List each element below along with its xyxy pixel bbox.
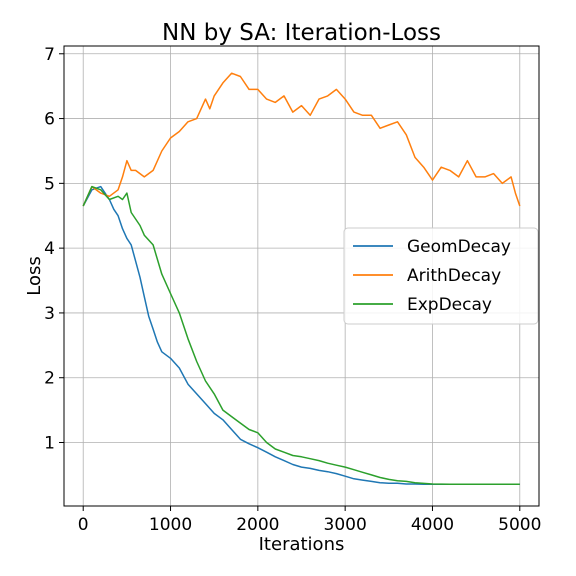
x-tick-label: 4000 bbox=[411, 515, 454, 535]
series-line-geomdecay bbox=[82, 185, 520, 486]
axis-ticks: 0 1000 2000 3000 4000 5000 1 2 3 4 5 6 7 bbox=[44, 45, 541, 535]
x-tick-label: 5000 bbox=[498, 515, 541, 535]
legend-entry: GeomDecay bbox=[407, 237, 511, 257]
chart-title: NN by SA: Iteration-Loss bbox=[162, 20, 441, 46]
series-line-arithdecay bbox=[82, 72, 521, 207]
y-tick-label: 4 bbox=[44, 239, 55, 259]
y-tick-label: 6 bbox=[44, 110, 55, 130]
plot-frame bbox=[63, 45, 540, 507]
legend-entry: ArithDecay bbox=[407, 266, 501, 286]
series-line-expdecay bbox=[82, 185, 520, 486]
y-tick-label: 1 bbox=[44, 434, 55, 454]
x-tick-label: 1000 bbox=[149, 515, 192, 535]
y-tick-label: 7 bbox=[44, 45, 55, 65]
legend-box bbox=[343, 227, 539, 325]
y-tick-label: 3 bbox=[44, 304, 55, 324]
y-tick-label: 5 bbox=[44, 174, 55, 194]
x-tick-label: 3000 bbox=[324, 515, 367, 535]
legend-entry: ExpDecay bbox=[407, 295, 492, 315]
y-axis-label: Loss bbox=[24, 256, 45, 295]
x-axis-label: Iterations bbox=[259, 534, 345, 555]
y-tick-label: 2 bbox=[44, 369, 55, 389]
x-tick-label: 2000 bbox=[236, 515, 279, 535]
series-lines bbox=[82, 72, 521, 486]
x-tick-label: 0 bbox=[78, 515, 89, 535]
legend: GeomDecay ArithDecay ExpDecay bbox=[343, 227, 539, 325]
